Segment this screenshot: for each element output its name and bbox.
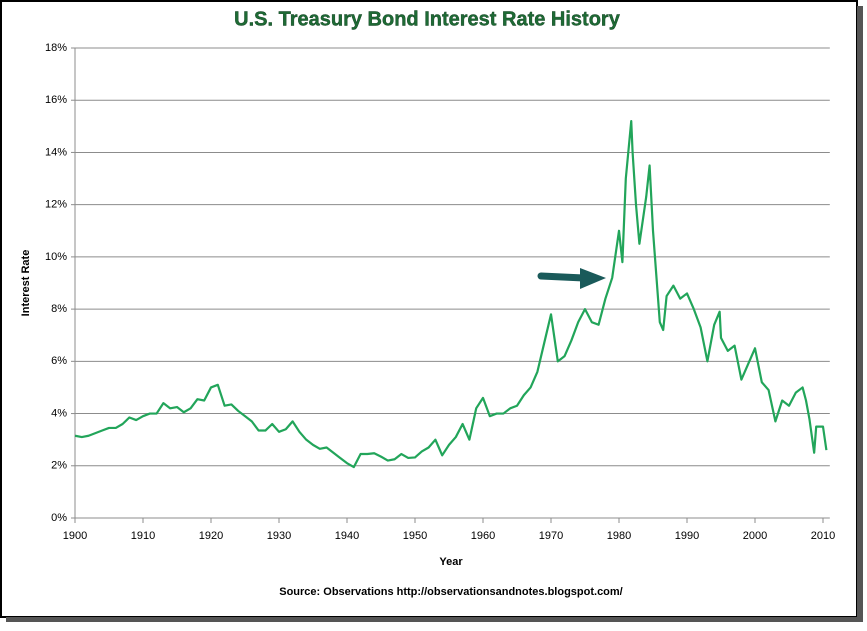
x-tick-label: 1990 <box>675 530 699 542</box>
x-tick-label: 1940 <box>335 530 359 542</box>
data-line <box>74 120 828 469</box>
x-axis-title: Year <box>439 556 463 568</box>
y-tick-label: 18% <box>45 42 67 54</box>
arrow-shaft <box>537 272 588 282</box>
x-tick-label: 1960 <box>471 530 495 542</box>
x-tick-label: 2010 <box>811 530 835 542</box>
y-axis-title: Interest Rate <box>20 250 32 317</box>
source-note: Source: Observations http://observations… <box>279 586 623 598</box>
y-tick-label: 16% <box>45 94 67 106</box>
x-tick-label: 1950 <box>403 530 427 542</box>
y-tick-label: 2% <box>51 460 67 472</box>
chart-title: U.S. Treasury Bond Interest Rate History <box>234 8 621 30</box>
x-tick-label: 1900 <box>63 530 87 542</box>
x-tick-label: 1930 <box>267 530 291 542</box>
y-tick-label: 8% <box>51 303 67 315</box>
x-tick-label: 1920 <box>199 530 223 542</box>
y-tick-label: 14% <box>45 146 67 158</box>
x-tick-label: 1910 <box>131 530 155 542</box>
x-tick-label: 1970 <box>539 530 563 542</box>
y-tick-label: 12% <box>45 199 67 211</box>
frame-shadow <box>6 617 863 622</box>
annotation-arrow <box>537 268 606 289</box>
y-tick-label: 4% <box>51 407 67 419</box>
x-tick-label: 1980 <box>607 530 631 542</box>
arrow-head <box>580 268 606 289</box>
y-tick-label: 6% <box>51 355 67 367</box>
frame-shadow <box>857 6 863 620</box>
x-tick-label: 2000 <box>743 530 767 542</box>
y-tick-label: 10% <box>45 251 67 263</box>
y-tick-label: 0% <box>51 512 67 524</box>
